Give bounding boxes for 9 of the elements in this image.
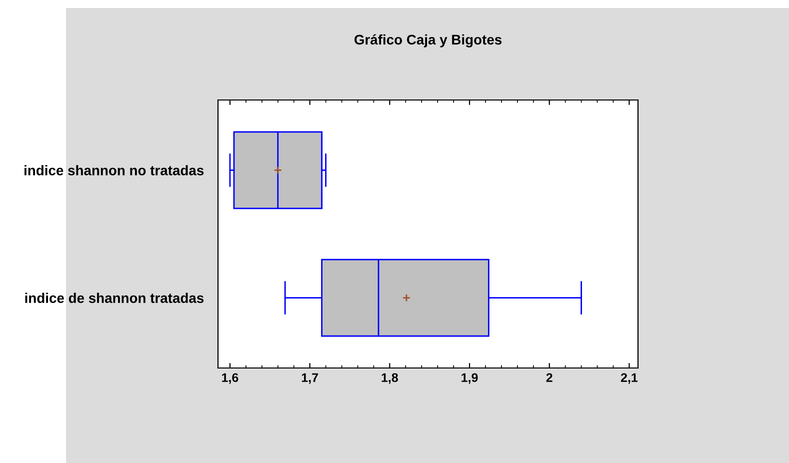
x-tick-label: 2,1: [620, 373, 638, 384]
x-tick-label: 1,7: [302, 373, 318, 384]
x-tick-label: 1,8: [382, 373, 398, 384]
x-tick-label: 2: [546, 373, 552, 382]
y-tick-label: indice shannon no tratadas: [24, 165, 204, 176]
y-tick-label: indice de shannon tratadas: [25, 292, 204, 303]
chart-title: Gráfico Caja y Bigotes: [354, 34, 502, 48]
x-tick-label: 1,6: [222, 373, 238, 384]
x-tick-label: 1,9: [462, 373, 478, 384]
